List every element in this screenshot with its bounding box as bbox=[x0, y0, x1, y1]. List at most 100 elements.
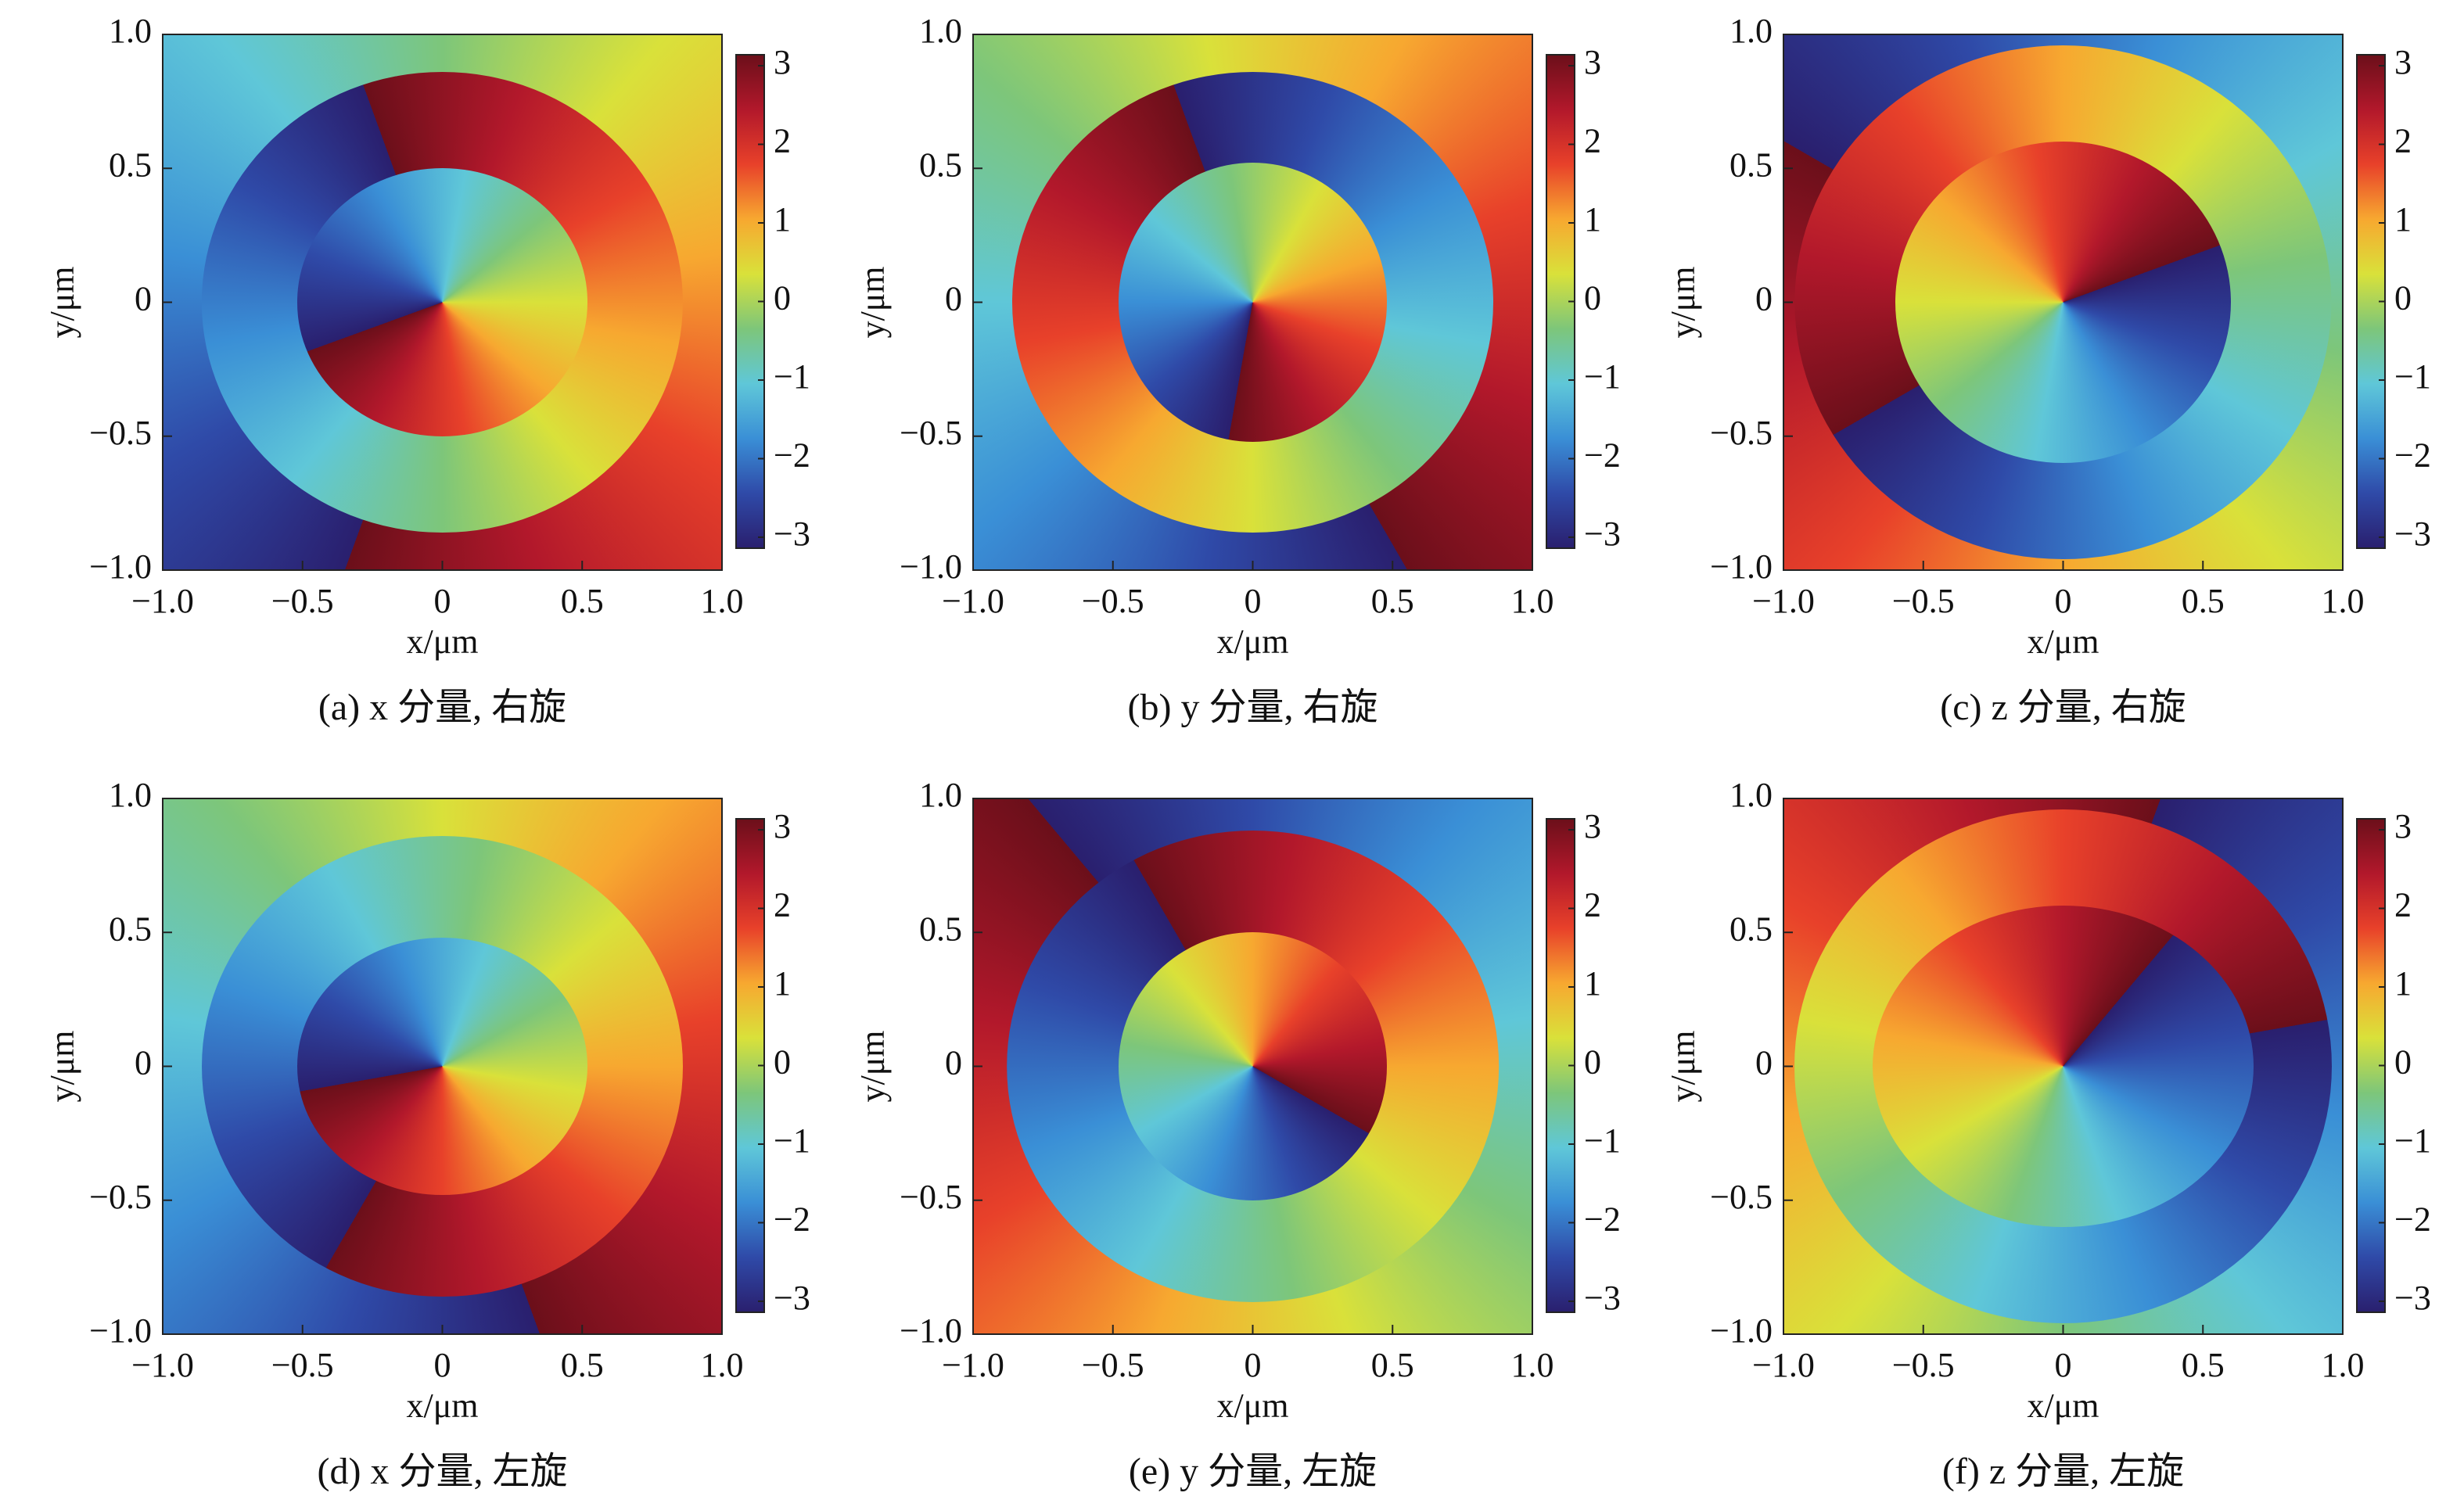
x-tick-label: 0 bbox=[2055, 1346, 2072, 1384]
colorbar bbox=[1546, 818, 1575, 1313]
y-tick-label: 0 bbox=[135, 1044, 152, 1082]
colorbar-tick-label: 1 bbox=[2394, 200, 2412, 239]
colorbar-tick-label: 2 bbox=[774, 122, 791, 160]
plot-frame bbox=[162, 34, 723, 571]
colorbar-tick-label: 3 bbox=[1584, 43, 1601, 81]
y-tick-label: 1.0 bbox=[1729, 776, 1773, 814]
colorbar-tick-label: −2 bbox=[774, 436, 810, 475]
x-tick-label: −1.0 bbox=[942, 1346, 1004, 1384]
x-tick-label: −1.0 bbox=[1752, 582, 1815, 620]
y-tick-label: 1.0 bbox=[919, 12, 962, 50]
x-axis-label: x/μm bbox=[2027, 623, 2099, 661]
phase-core bbox=[1895, 142, 2231, 463]
x-tick-label: −1.0 bbox=[1752, 1346, 1815, 1384]
x-tick-label: 0.5 bbox=[1371, 1346, 1414, 1384]
y-tick-label: −0.5 bbox=[900, 1178, 962, 1216]
x-tick-label: −1.0 bbox=[131, 582, 194, 620]
colorbar-tick-label: −2 bbox=[1584, 436, 1621, 475]
y-axis-label: y/μm bbox=[43, 266, 81, 338]
plot-frame bbox=[972, 798, 1533, 1335]
colorbar-tick-label: −3 bbox=[774, 1279, 810, 1317]
colorbar-tick-label: −1 bbox=[1584, 1121, 1621, 1160]
y-axis-label: y/μm bbox=[43, 1030, 81, 1102]
y-tick-label: −1.0 bbox=[1710, 547, 1773, 586]
y-tick-label: −1.0 bbox=[900, 547, 962, 586]
colorbar-tick-label: 3 bbox=[1584, 807, 1601, 845]
colorbar-tick-label: 0 bbox=[774, 279, 791, 318]
y-tick-label: 0 bbox=[945, 280, 962, 318]
y-tick-label: −1.0 bbox=[900, 1311, 962, 1350]
colorbar-tick-label: 3 bbox=[2394, 43, 2412, 81]
phase-core bbox=[1118, 932, 1388, 1200]
colorbar-tick-label: 0 bbox=[2394, 1043, 2412, 1082]
y-tick-label: 1.0 bbox=[919, 776, 962, 814]
x-tick-label: 1.0 bbox=[2322, 582, 2365, 620]
x-tick-label: −1.0 bbox=[942, 582, 1004, 620]
x-tick-label: −0.5 bbox=[1082, 582, 1144, 620]
x-tick-label: −0.5 bbox=[1892, 582, 1955, 620]
caption: (f) z 分量, 左旋 bbox=[1942, 1451, 2184, 1492]
colorbar-tick-label: −3 bbox=[2394, 1279, 2431, 1317]
x-tick-label: 0.5 bbox=[2182, 1346, 2225, 1384]
colorbar-tick-label: −1 bbox=[2394, 1121, 2431, 1160]
colorbar-tick-label: 2 bbox=[1584, 122, 1601, 160]
x-tick-label: 0.5 bbox=[2182, 582, 2225, 620]
plot-area bbox=[1783, 798, 2343, 1334]
colorbar-tick-label: −3 bbox=[1584, 1279, 1621, 1317]
colorbar-tick-label: 0 bbox=[774, 1043, 791, 1082]
y-tick-label: −0.5 bbox=[1710, 1178, 1773, 1216]
y-tick-label: 0.5 bbox=[919, 910, 962, 948]
x-tick-label: 0.5 bbox=[1371, 582, 1414, 620]
plot-area bbox=[1783, 34, 2343, 570]
x-tick-label: 0 bbox=[1245, 582, 1262, 620]
y-tick-label: −0.5 bbox=[1710, 414, 1773, 452]
colorbar-tick-label: −2 bbox=[2394, 1200, 2431, 1239]
x-tick-label: 0 bbox=[434, 1346, 451, 1384]
x-tick-label: −0.5 bbox=[1892, 1346, 1955, 1384]
x-tick-label: −0.5 bbox=[271, 582, 334, 620]
colorbar-tick-label: 1 bbox=[1584, 200, 1601, 239]
colorbar-tick-label: 0 bbox=[2394, 279, 2412, 318]
y-tick-label: 0 bbox=[945, 1044, 962, 1082]
x-tick-label: −0.5 bbox=[271, 1346, 334, 1384]
x-tick-label: 1.0 bbox=[1511, 1346, 1554, 1384]
plot-frame bbox=[1783, 798, 2344, 1335]
x-tick-label: 0 bbox=[2055, 582, 2072, 620]
plot-frame bbox=[972, 34, 1533, 571]
colorbar-tick-label: −2 bbox=[774, 1200, 810, 1239]
colorbar-tick-label: 2 bbox=[1584, 886, 1601, 924]
plot-area bbox=[163, 798, 722, 1334]
colorbar-tick-label: −3 bbox=[1584, 515, 1621, 553]
plot-area bbox=[163, 34, 722, 570]
x-axis-label: x/μm bbox=[1216, 1387, 1288, 1425]
y-tick-label: 0.5 bbox=[1729, 910, 1773, 948]
colorbar-tick-label: −3 bbox=[774, 515, 810, 553]
plot-frame bbox=[162, 798, 723, 1335]
y-tick-label: −1.0 bbox=[89, 547, 152, 586]
colorbar-tick-label: 1 bbox=[1584, 964, 1601, 1003]
colorbar-tick-label: 1 bbox=[774, 964, 791, 1003]
x-axis-label: x/μm bbox=[406, 623, 478, 661]
x-tick-label: 1.0 bbox=[2322, 1346, 2365, 1384]
colorbar-tick-label: 2 bbox=[2394, 122, 2412, 160]
colorbar-tick-label: −2 bbox=[1584, 1200, 1621, 1239]
y-tick-label: 1.0 bbox=[109, 776, 152, 814]
plot-area bbox=[973, 798, 1532, 1334]
colorbar-tick-label: 1 bbox=[774, 200, 791, 239]
x-tick-label: −0.5 bbox=[1082, 1346, 1144, 1384]
x-tick-label: 1.0 bbox=[1511, 582, 1554, 620]
x-tick-label: 0 bbox=[1245, 1346, 1262, 1384]
x-tick-label: 0.5 bbox=[561, 1346, 604, 1384]
phase-core bbox=[296, 168, 588, 436]
y-tick-label: −0.5 bbox=[89, 1178, 152, 1216]
y-axis-label: y/μm bbox=[853, 266, 892, 338]
colorbar-tick-label: 0 bbox=[1584, 279, 1601, 318]
plot-frame bbox=[1783, 34, 2344, 571]
y-tick-label: 1.0 bbox=[109, 12, 152, 50]
y-axis-label: y/μm bbox=[853, 1030, 892, 1102]
phase-core bbox=[1873, 906, 2254, 1227]
colorbar-tick-label: 2 bbox=[2394, 886, 2412, 924]
